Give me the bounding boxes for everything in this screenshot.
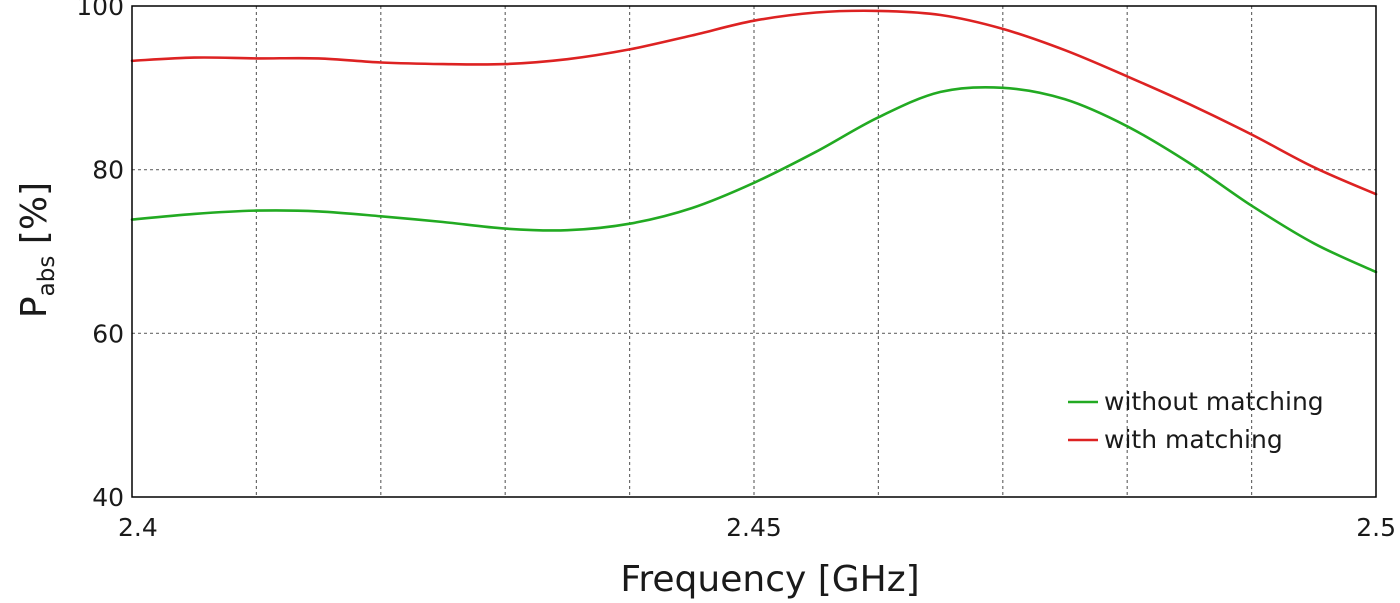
series-line-0 (130, 85, 1378, 274)
y-axis-title-sub: abs (34, 256, 60, 297)
grid (132, 6, 1376, 497)
y-axis-title: Pabs [%] (14, 182, 60, 318)
y-tick-label: 80 (92, 156, 124, 185)
legend-label-1: with matching (1104, 425, 1283, 454)
y-tick-labels: 40 60 80 100 (76, 0, 124, 512)
x-tick-label: 2.4 (118, 513, 158, 542)
y-axis-title-main: P (14, 296, 55, 318)
x-tick-label: 2.45 (726, 513, 782, 542)
series-line-1 (130, 9, 1378, 196)
plot-frame (131, 5, 1377, 498)
y-tick-label: 100 (76, 0, 124, 21)
x-tick-labels: 2.4 2.45 2.5 (118, 513, 1396, 542)
legend: without matching with matching (1068, 387, 1324, 454)
legend-label-0: without matching (1104, 387, 1324, 416)
y-tick-label: 40 (92, 483, 124, 512)
x-axis-title: Frequency [GHz] (620, 559, 919, 600)
x-tick-label: 2.5 (1356, 513, 1396, 542)
y-tick-label: 60 (92, 319, 124, 348)
series-group (130, 9, 1378, 274)
y-axis-title-unit: [%] (14, 182, 55, 256)
